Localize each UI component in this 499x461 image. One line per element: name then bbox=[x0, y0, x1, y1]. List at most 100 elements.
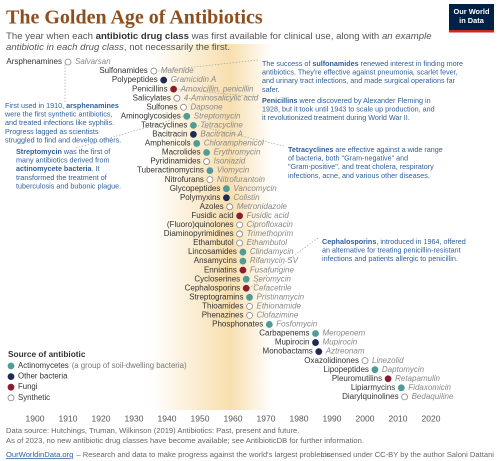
annotation-bold: Penicillins bbox=[262, 96, 298, 105]
class-label: Mupirocin bbox=[275, 338, 310, 347]
annotation-text: infections and patients allergic to peni… bbox=[322, 254, 458, 263]
annotation: Cephalosporins, introduced in 1964, offe… bbox=[322, 237, 466, 246]
annotation: First used in 1910, arsphenamines bbox=[5, 101, 119, 110]
annotation-text: an alternative for treating penicillin-r… bbox=[322, 246, 461, 255]
subtitle-part: The year when each bbox=[6, 31, 96, 42]
annotation-text: many antibiotics derived from bbox=[16, 156, 109, 165]
example-label: Ethambutol bbox=[247, 238, 288, 247]
annotation: and treated infections like syphilis. bbox=[5, 118, 114, 127]
class-label: Phenazines bbox=[202, 311, 244, 320]
example-label: Ciprofloxacin bbox=[247, 220, 294, 229]
annotation: infections and patients allergic to peni… bbox=[322, 254, 458, 263]
annotation: Penicillins were discovered by Alexander… bbox=[262, 96, 431, 105]
annotation-text: "Gram-positive", and treat cholera, resp… bbox=[288, 162, 434, 171]
example-label: Chloramphenicol bbox=[204, 139, 264, 148]
annotation: safer. bbox=[262, 85, 280, 94]
dot bbox=[239, 257, 247, 265]
dot bbox=[236, 230, 244, 238]
example-label: Fusafungine bbox=[250, 265, 295, 274]
subtitle-part: was first available for clinical use, al… bbox=[189, 31, 382, 42]
logo-text: Our World bbox=[454, 7, 490, 16]
annotation-text: of bacteria, both "Gram-negative" and bbox=[288, 154, 408, 163]
x-tick-label: 1970 bbox=[257, 413, 276, 423]
annotation-text: antibiotics. They're effective against p… bbox=[262, 68, 458, 77]
example-label: Isoniazid bbox=[214, 157, 246, 166]
annotation: struggled to find and develop others. bbox=[5, 135, 121, 144]
annotation-text: and treated infections like syphilis. bbox=[5, 118, 114, 127]
class-label: Tetracyclines bbox=[141, 120, 187, 129]
annotation-connector bbox=[156, 59, 259, 72]
class-label: Phosphonates bbox=[212, 320, 263, 329]
class-label: Thioamides bbox=[202, 301, 243, 310]
class-label: Arsphenamines bbox=[6, 57, 62, 66]
example-label: Streptomycin bbox=[194, 111, 241, 120]
x-tick-label: 1910 bbox=[59, 413, 78, 423]
dot bbox=[361, 357, 369, 365]
legend-note: (a group of soil-dwelling bacteria) bbox=[72, 361, 187, 370]
dot bbox=[206, 167, 214, 175]
example-label: Pristinamycin bbox=[257, 292, 305, 301]
dot bbox=[315, 348, 323, 356]
dot bbox=[312, 339, 319, 346]
annotation-bold: Streptomycin bbox=[16, 147, 62, 156]
annotation: transformed the treatment of bbox=[16, 173, 107, 182]
legend-name: Other bacteria bbox=[18, 372, 68, 381]
annotation-text: and urinary tract infections, and made s… bbox=[262, 76, 456, 85]
example-label: Retapamulin bbox=[395, 374, 440, 383]
class-label: Lipopeptides bbox=[324, 365, 369, 374]
dot bbox=[239, 248, 247, 256]
class-label: Fusidic acid bbox=[191, 211, 233, 220]
example-label: Tetracycline bbox=[200, 120, 243, 129]
annotation: many antibiotics derived from bbox=[16, 156, 109, 165]
annotation: Progress lagged as scientists bbox=[5, 127, 99, 136]
class-label: Polymyxins bbox=[180, 193, 220, 202]
example-label: Clindamycin bbox=[250, 247, 294, 256]
class-label: Glycopeptides bbox=[170, 184, 221, 193]
annotation-bold: Cephalosporins bbox=[322, 237, 376, 246]
dot bbox=[246, 311, 253, 319]
example-label: Mafenide bbox=[161, 66, 194, 75]
dot bbox=[242, 284, 250, 292]
annotation-connector bbox=[196, 125, 285, 147]
class-label: Diarylquinolines bbox=[342, 392, 398, 401]
dot bbox=[226, 203, 234, 211]
example-label: Rifamycin SV bbox=[250, 256, 299, 265]
legend-name: Actinomycetes bbox=[18, 361, 69, 370]
logo-underline bbox=[449, 30, 494, 33]
class-label: (Fluoro)quinolones bbox=[167, 220, 234, 229]
example-label: Metronidazole bbox=[237, 202, 288, 211]
dot bbox=[242, 275, 250, 283]
x-tick-label: 1960 bbox=[224, 413, 243, 423]
annotation-text: safer. bbox=[262, 85, 280, 94]
annotation-text: Progress lagged as scientists bbox=[5, 127, 99, 136]
annotation: "Gram-positive", and treat cholera, resp… bbox=[288, 162, 434, 171]
class-label: Polypeptides bbox=[112, 75, 158, 84]
dot bbox=[246, 293, 253, 301]
dot bbox=[397, 384, 405, 392]
class-label: Salicylates bbox=[133, 93, 171, 102]
subtitle: antibiotic in each drug class, not neces… bbox=[6, 42, 230, 53]
dot bbox=[246, 302, 253, 310]
dot bbox=[150, 67, 158, 75]
dot bbox=[189, 121, 197, 129]
highlight-band bbox=[150, 44, 273, 410]
x-tick-label: 1980 bbox=[290, 413, 309, 423]
logo-box bbox=[449, 4, 494, 32]
class-label: Lipiarmycins bbox=[351, 383, 395, 392]
legend-name: Synthetic bbox=[18, 393, 50, 402]
footer-source: Data source: Hutchings, Truman, Wilkinso… bbox=[6, 426, 299, 435]
subtitle: The year when each antibiotic drug class… bbox=[6, 31, 432, 42]
legend-label: Other bacteria bbox=[18, 372, 68, 381]
annotation-bold: actinomycete bacteria bbox=[16, 164, 93, 173]
x-tick-label: 2010 bbox=[389, 413, 408, 423]
subtitle-part: antibiotic drug class bbox=[96, 31, 189, 42]
dot bbox=[384, 375, 392, 383]
x-tick-label: 1940 bbox=[158, 413, 177, 423]
dot bbox=[173, 94, 181, 102]
annotation: tuberculosis and bubonic plague. bbox=[16, 181, 121, 190]
dot bbox=[170, 85, 178, 93]
class-label: Enniatins bbox=[204, 265, 237, 274]
class-label: Bacitracin bbox=[152, 130, 187, 139]
dot bbox=[236, 221, 244, 229]
